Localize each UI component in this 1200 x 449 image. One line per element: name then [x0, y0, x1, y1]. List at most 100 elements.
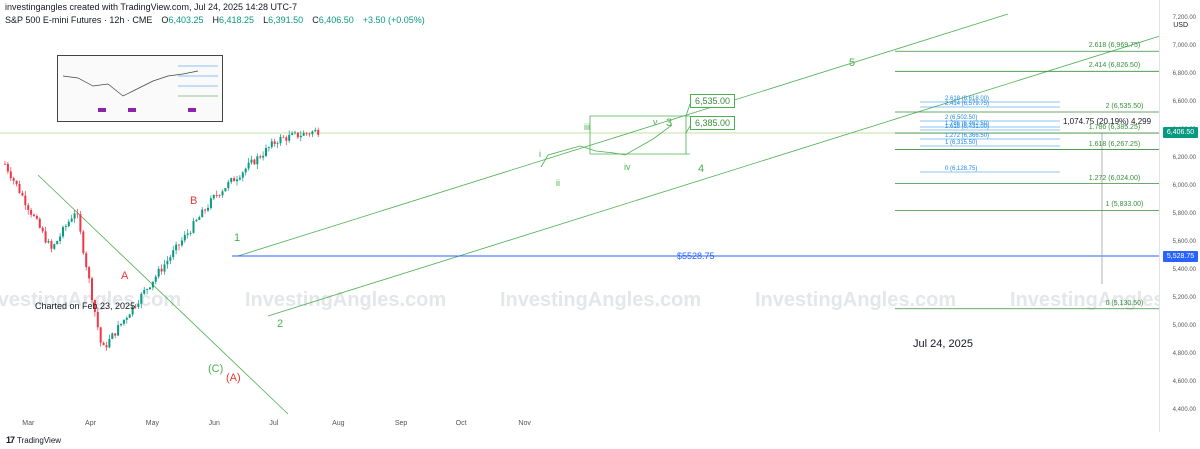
fib-small-label: 1.786 (6,462.50): [945, 121, 990, 127]
candle-body: [227, 182, 230, 189]
candle-body: [96, 311, 99, 328]
candle-body: [311, 131, 314, 135]
candle-body: [236, 179, 238, 182]
wave-label-2: 2: [277, 318, 284, 330]
charted-on-note: Charted on Feb 23, 2025: [35, 301, 136, 311]
candle-body: [230, 178, 233, 183]
fib-right-label: 0 (5,130.50): [1105, 299, 1144, 307]
lower-channel-line: [267, 35, 1160, 317]
watermark-text: InvestingAngles.com: [500, 289, 701, 311]
candle-body: [314, 129, 317, 132]
candle-body: [91, 278, 93, 300]
candle-body: [198, 217, 201, 220]
candle-body: [180, 240, 183, 246]
wave-label-small-ii: ii: [556, 178, 560, 188]
candle-body: [160, 268, 163, 272]
price-chart[interactable]: InvestingAngles.com InvestingAngles.com In…: [0, 0, 1160, 418]
candle-body: [189, 232, 192, 234]
candle-body: [30, 209, 33, 215]
target-box-pointer-bottom: [685, 125, 691, 134]
candle-body: [114, 333, 117, 336]
candle-body: [59, 236, 62, 242]
candle-body: [27, 205, 30, 210]
previous-chart-thumbnail: [57, 55, 223, 122]
candle-body: [253, 159, 256, 165]
candle-body: [247, 162, 250, 169]
candle-body: [172, 250, 175, 258]
target-box-6535: 6,535.00: [690, 94, 736, 108]
candle-body: [111, 333, 114, 339]
watermark-text: InvestingAngles.com: [0, 289, 181, 311]
price-axis-label: 4,600.00: [1172, 379, 1196, 385]
ohlc-high: H6,418.25: [212, 15, 255, 25]
fib-small-label: 1.272 (6,366.50): [945, 133, 990, 139]
candle-body: [44, 231, 47, 243]
candle-body: [56, 241, 59, 245]
wave-label-1: 1: [234, 232, 241, 244]
candle-body: [157, 268, 160, 277]
time-axis-label: Aug: [332, 420, 345, 427]
candle-body: [169, 257, 172, 261]
candle-body: [233, 178, 236, 182]
time-axis-label: Mar: [22, 420, 35, 427]
time-axis-label: Nov: [518, 420, 531, 427]
fib-right-label: 1.272 (6,024.00): [1088, 174, 1141, 182]
candle-body: [262, 155, 265, 158]
time-axis-label: Apr: [85, 420, 96, 427]
price-axis-label: 5,000.00: [1172, 323, 1196, 329]
time-axis-label: Sep: [394, 420, 408, 427]
fib-small-label: 1 (6,315.50): [945, 140, 978, 146]
candle-body: [21, 192, 24, 196]
tradingview-brand: TradingView: [17, 435, 62, 445]
target-box-pointer-top: [685, 103, 691, 117]
candle-body: [128, 314, 131, 318]
price-axis-label: 6,000.00: [1172, 183, 1196, 189]
time-axis-label: May: [145, 420, 160, 427]
symbol-label: S&P 500 E-mini Futures · 12h · CME: [5, 15, 153, 25]
candle-body: [224, 188, 227, 192]
candle-body: [256, 156, 259, 165]
watermark-text: InvestingAngles.com: [1010, 289, 1160, 311]
fib-right-label: 2 (6,535.50): [1105, 103, 1144, 111]
ohlc-low: L6,391.50: [263, 15, 304, 25]
price-axis-label: 6,200.00: [1172, 155, 1196, 161]
price-axis-label: 6,600.00: [1172, 99, 1196, 105]
price-axis-label: 7,200.00: [1172, 15, 1196, 21]
candle-body: [76, 213, 79, 215]
candle-body: [140, 293, 143, 304]
candle-body: [285, 137, 288, 141]
candle-body: [282, 136, 285, 138]
candle-body: [296, 132, 299, 138]
time-axis[interactable]: Mar Apr May Jun Jul Aug Sep Oct Nov: [0, 418, 1160, 432]
candle-body: [154, 276, 157, 282]
candle-body: [209, 198, 212, 208]
candle-body: [218, 195, 221, 196]
fib-right-label: 2.414 (6,826.50): [1088, 62, 1141, 70]
candle-body: [288, 134, 291, 141]
wave-label-small-i: i: [539, 149, 541, 159]
candle-body: [294, 132, 296, 134]
candle-body: [79, 214, 82, 232]
candle-body: [151, 281, 154, 288]
fib-right-label: 2.618 (6,969.75): [1088, 42, 1141, 50]
candle-body: [244, 168, 247, 173]
candle-body: [53, 244, 56, 249]
candle-body: [85, 253, 88, 268]
time-axis-label: Jun: [208, 420, 220, 427]
price-axis-label: 5,600.00: [1172, 239, 1196, 245]
fib-small-label: 1.618 (6,431.00): [945, 124, 990, 130]
wave-label-small-iv: iv: [624, 162, 631, 172]
price-axis-label: 6,800.00: [1172, 71, 1196, 77]
candle-body: [201, 209, 204, 218]
candle-body: [15, 180, 18, 185]
price-axis[interactable]: USD 7,200.00 7,000.00 6,800.00 6,600.00 6,40…: [1159, 0, 1200, 432]
candle-body: [35, 216, 38, 219]
candle-body: [146, 289, 149, 290]
candle-body: [62, 227, 64, 237]
current-price-tag: 6,406.50: [1163, 127, 1198, 138]
wave-label-3: 3: [666, 117, 673, 129]
measure-label: 1,074.75 (20.19%) 4,299: [1063, 117, 1152, 126]
upper-channel-line: [237, 13, 1009, 257]
candle-body: [50, 241, 53, 249]
candle-body: [192, 221, 195, 233]
